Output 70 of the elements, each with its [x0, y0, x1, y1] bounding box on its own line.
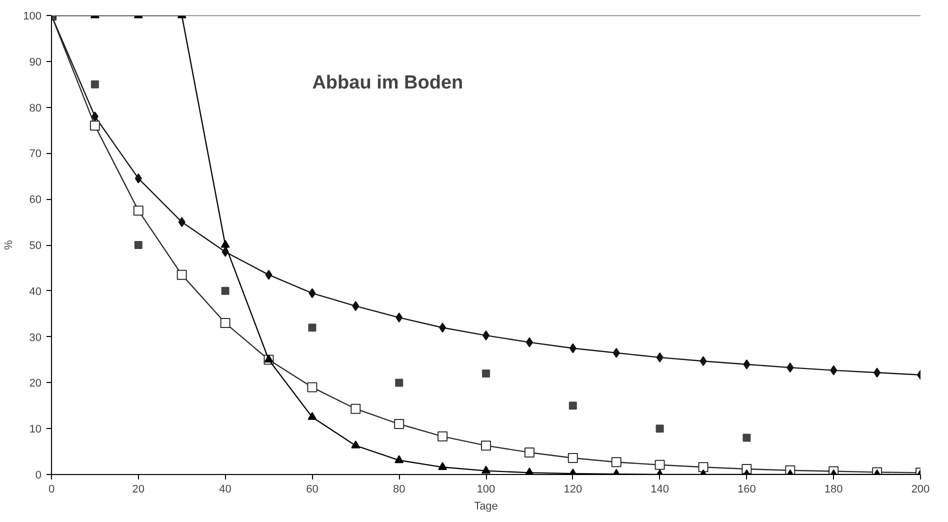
point — [742, 434, 751, 442]
y-tick-label: 30 — [29, 332, 42, 344]
y-tick-label: 60 — [29, 194, 42, 206]
x-tick-label: 160 — [738, 484, 756, 496]
point — [134, 173, 142, 184]
point — [569, 343, 576, 354]
x-tick-label: 20 — [132, 484, 145, 496]
point — [91, 111, 98, 122]
y-tick-label: 80 — [29, 102, 42, 114]
point — [656, 424, 664, 433]
point — [568, 402, 577, 410]
point — [481, 440, 491, 451]
point — [438, 462, 448, 470]
x-tick-label: 60 — [306, 484, 318, 496]
point — [700, 356, 707, 366]
point — [568, 452, 578, 463]
point — [307, 382, 318, 392]
point — [786, 362, 794, 373]
point — [395, 378, 404, 387]
x-tick-label: 200 — [911, 484, 930, 496]
y-tick-label: 90 — [29, 56, 42, 68]
point — [134, 241, 142, 249]
x-tick-label: 100 — [476, 484, 496, 496]
point — [656, 352, 664, 362]
point — [654, 460, 665, 470]
point — [221, 286, 230, 295]
y-tick-label: 20 — [29, 378, 42, 390]
point — [611, 457, 622, 468]
point — [396, 312, 403, 323]
point — [698, 462, 708, 472]
point — [350, 404, 361, 414]
x-tick-label: 120 — [564, 484, 582, 496]
point — [394, 419, 404, 430]
point — [743, 359, 750, 370]
point — [830, 365, 838, 376]
point — [352, 301, 360, 312]
point — [482, 466, 490, 474]
point — [438, 431, 448, 442]
y-tick-label: 50 — [29, 240, 42, 252]
point — [394, 455, 404, 464]
point — [308, 412, 317, 420]
y-tick-label: 10 — [29, 424, 42, 436]
point — [90, 120, 100, 131]
point — [482, 370, 490, 378]
point — [308, 288, 316, 298]
x-axis-title: Tage — [474, 500, 498, 512]
point — [90, 80, 99, 88]
point — [526, 337, 533, 348]
point — [178, 217, 186, 228]
x-tick-label: 180 — [824, 484, 843, 496]
point — [265, 270, 272, 280]
point — [612, 348, 620, 358]
x-tick-label: 0 — [48, 484, 55, 496]
x-tick-label: 40 — [219, 484, 232, 496]
y-tick-label: 70 — [29, 148, 42, 160]
x-tick-label: 140 — [650, 484, 669, 496]
y-axis-title: % — [3, 240, 16, 250]
y-tick-label: 0 — [35, 470, 42, 482]
point — [439, 322, 446, 333]
point — [220, 318, 230, 328]
point — [133, 206, 144, 216]
point — [308, 324, 316, 332]
point — [351, 440, 360, 448]
y-tick-label: 100 — [23, 10, 42, 22]
point — [874, 368, 881, 378]
point — [176, 270, 187, 280]
point — [524, 447, 534, 458]
y-tick-label: 40 — [29, 286, 42, 298]
text: Abbau im Boden — [312, 72, 464, 94]
x-tick-label: 80 — [392, 484, 406, 496]
